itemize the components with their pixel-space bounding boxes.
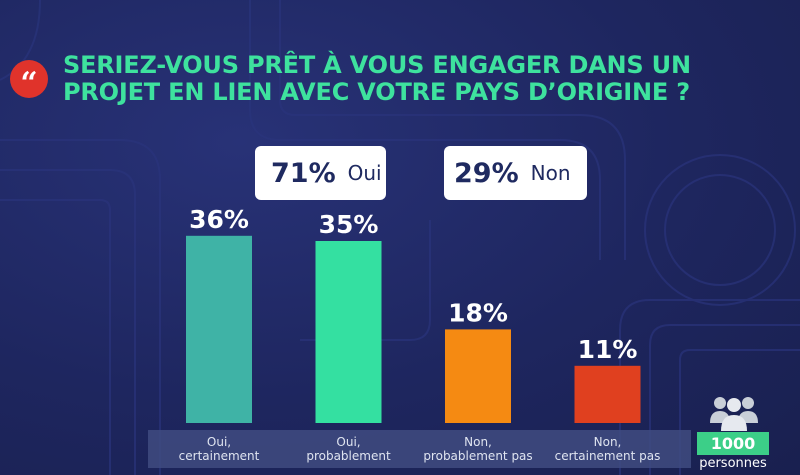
total-count-badge: 1000 (697, 432, 769, 455)
question-line-2: PROJET EN LIEN AVEC VOTRE PAYS D’ORIGINE… (63, 78, 690, 106)
bar-value-label-1: 36% (189, 205, 249, 234)
summary-non-card: 29% Non (444, 146, 587, 200)
total-unit-label: personnes (699, 456, 767, 471)
summary-oui-label: Oui (347, 161, 382, 185)
survey-question: SERIEZ-VOUS PRÊT À VOUS ENGAGER DANS UN … (63, 52, 798, 106)
category-label-4-line-1: Non, (594, 435, 622, 449)
category-label-2-line-1: Oui, (336, 435, 360, 449)
bar-1 (186, 235, 252, 423)
category-label-2-line-2: probablement (306, 449, 391, 463)
category-label-1-line-1: Oui, (207, 435, 231, 449)
bar-value-label-3: 18% (448, 298, 508, 327)
summary-non-label: Non (530, 161, 571, 185)
question-line-1: SERIEZ-VOUS PRÊT À VOUS ENGAGER DANS UN (63, 51, 691, 79)
bar-value-label-4: 11% (578, 335, 638, 364)
people-icon (710, 397, 758, 431)
summary-non-percent: 29% (454, 157, 519, 189)
category-label-4-line-2: certainement pas (555, 449, 661, 463)
bar-2 (315, 241, 382, 423)
category-strip (148, 430, 691, 468)
bar-3 (445, 329, 511, 423)
summary-oui-card: 71% Oui (255, 146, 386, 200)
category-label-3-line-1: Non, (464, 435, 492, 449)
bar-value-label-2: 35% (319, 210, 379, 239)
bar-4 (574, 365, 641, 423)
category-label-1-line-2: certainement (179, 449, 260, 463)
category-label-3-line-2: probablement pas (423, 449, 532, 463)
summary-oui-percent: 71% (271, 157, 336, 189)
quote-icon: “ (10, 60, 48, 99)
